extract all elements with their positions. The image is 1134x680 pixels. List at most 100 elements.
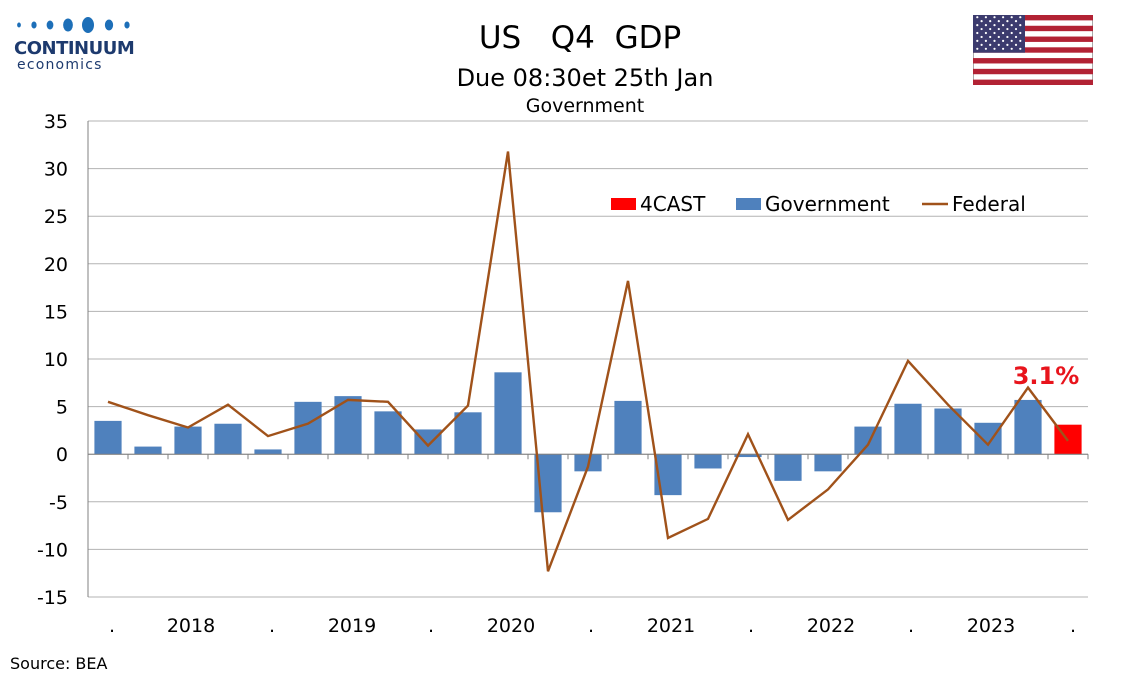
y-tick-label: 35 [44,111,68,133]
flag-stripe [973,36,1093,42]
x-tick-label: . [1070,615,1076,637]
government-bar [494,372,522,455]
government-bar [614,400,642,455]
chart-section-title: Government [525,95,645,117]
logo-dot [31,21,37,29]
forecast-annotation: 3.1% [1013,362,1080,390]
flag-star [1010,47,1013,50]
flag-star [1002,24,1005,27]
flag-star [1019,16,1022,19]
flag-star [993,39,996,42]
government-bar [854,426,882,455]
legend-swatch-4cast [611,198,636,210]
flag-star [993,16,996,19]
flag-star [980,27,983,31]
flag-star [984,24,987,27]
flag-star [976,24,979,27]
flag-star [1002,31,1005,35]
flag-star [1014,43,1018,46]
government-bar [174,426,202,455]
flag-star [1014,20,1018,23]
x-tick-label: 2021 [647,615,695,637]
government-bar [414,429,442,455]
federal-line [107,151,1069,572]
flag-star [1002,16,1005,19]
us-flag-icon [973,15,1093,85]
x-tick-label: . [109,615,115,637]
legend-label-government: Government [765,192,890,216]
logo-dot [82,17,94,33]
flag-star [997,43,1000,46]
flag-star [993,31,996,35]
y-tick-label: 30 [44,159,68,181]
flag-star [1014,27,1018,31]
flag-star [1006,27,1009,31]
flag-star [997,27,1000,31]
flag-star [1002,39,1005,42]
government-bar [214,423,242,455]
government-bar [974,422,1002,455]
legend-swatch-government [736,198,761,210]
bar-series [94,372,1082,513]
flag-star [1019,39,1022,42]
government-bar [894,403,922,455]
flag-star [1014,35,1018,39]
y-tick-label: 15 [44,301,68,323]
flag-stripe [973,68,1093,75]
flag-star [1006,35,1009,39]
axes [87,121,1089,597]
government-bar [374,411,402,455]
y-tick-label: 5 [56,397,68,419]
x-tick-label: . [588,615,594,637]
flag-star [1019,24,1022,27]
flag-star [984,39,987,42]
flag-star [989,35,992,39]
government-bar [694,454,722,469]
logo-dot [63,18,73,32]
source-note: Source: BEA [10,654,108,673]
flag-star [993,47,996,50]
flag-stripe [973,15,1093,21]
government-bar [294,401,322,455]
logo-dot [124,21,130,29]
flag-stripe [973,47,1093,53]
y-tick-label: 25 [44,206,68,228]
chart-subtitle: Due 08:30et 25th Jan [456,64,714,92]
legend-label-federal: Federal [952,192,1026,216]
flag-star [984,47,987,50]
y-tick-label: -15 [37,587,68,609]
flag-star [997,35,1000,39]
flag-star [984,31,987,35]
government-bar [934,408,962,455]
government-bar [134,446,162,455]
flag-star [989,20,992,23]
flag-star [984,16,987,19]
flag-star [976,47,979,50]
x-tick-label: 2019 [328,615,376,637]
y-tick-label: -10 [37,539,68,561]
flag-star [1010,24,1013,27]
government-bar [254,449,282,455]
government-bar [734,454,762,458]
government-bar [454,412,482,455]
flag-star [997,20,1000,23]
government-bar [814,454,842,472]
government-bar [94,420,122,455]
logo-dot [46,20,54,30]
government-bar [774,454,802,481]
federal-line-series [107,151,1069,572]
y-tick-label: 10 [44,349,68,371]
legend: 4CAST Government Federal [611,192,1026,216]
flag-star [980,35,983,39]
logo-dot [104,19,114,31]
flag-star [993,24,996,27]
logo-dot [17,22,21,28]
x-tick-label: . [428,615,434,637]
x-tick-label: . [748,615,754,637]
grid-lines [88,120,1088,598]
flag-star [1010,16,1013,19]
x-tick-label: . [908,615,914,637]
flag-star [989,27,992,31]
x-tick-label: . [269,615,275,637]
y-tick-label: 0 [56,444,68,466]
